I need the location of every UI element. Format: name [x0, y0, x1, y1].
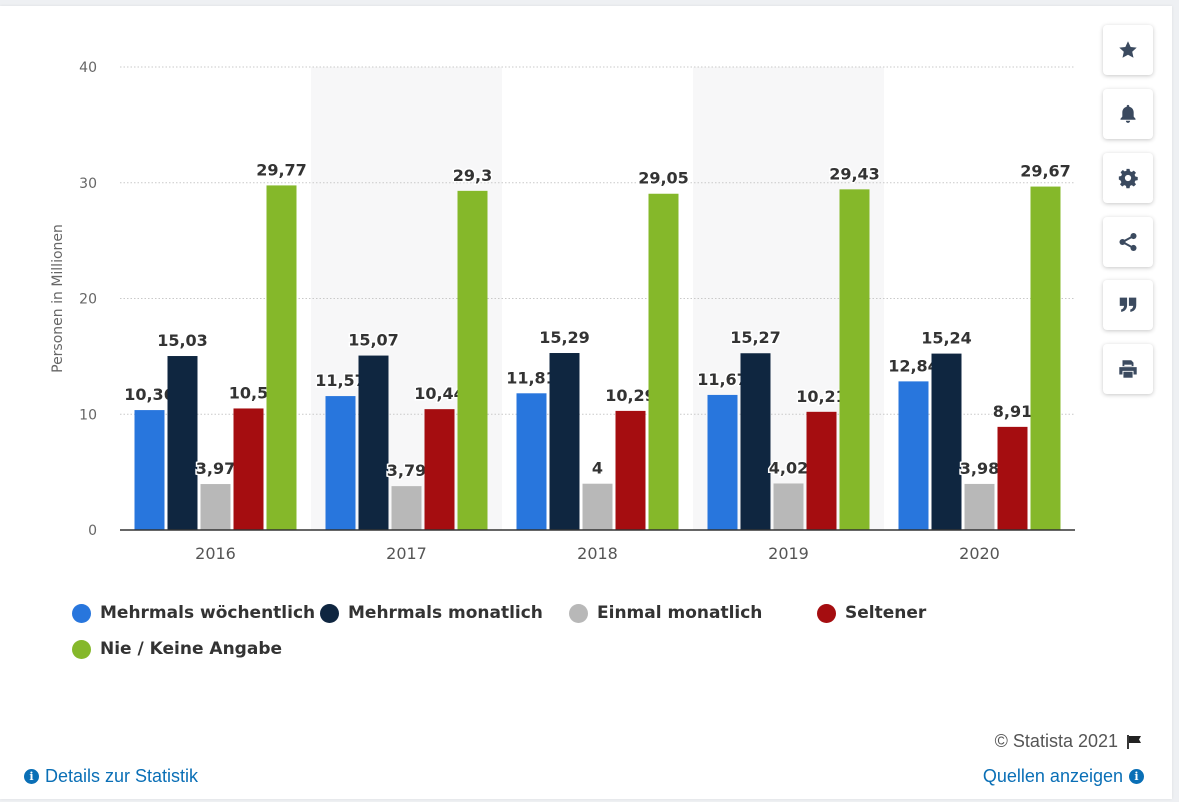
bar: [615, 410, 646, 530]
share-button[interactable]: [1103, 217, 1153, 267]
data-label: 11,57: [315, 371, 366, 390]
legend-item-seltener[interactable]: Seltener: [817, 603, 926, 623]
bar: [200, 484, 231, 530]
data-label: 3,98: [960, 459, 999, 478]
data-label: 10,29: [605, 386, 656, 405]
print-icon: [1119, 360, 1137, 378]
legend-item-mehrmals-monatlich[interactable]: Mehrmals monatlich: [320, 603, 543, 623]
data-label: 11,67: [697, 370, 748, 389]
legend-item-einmal-monatlich[interactable]: Einmal monatlich: [569, 603, 762, 623]
bar: [582, 483, 613, 530]
legend-item-mehrmals-woechentlich[interactable]: Mehrmals wöchentlich: [72, 603, 315, 623]
copyright-text: © Statista 2021: [994, 731, 1118, 751]
data-label: 29,67: [1020, 162, 1071, 181]
data-label: 11,81: [506, 368, 557, 387]
y-tick-label: 0: [88, 523, 97, 539]
gear-icon: [1118, 168, 1138, 189]
details-link[interactable]: i Details zur Statistik: [24, 766, 198, 787]
data-label: 4: [592, 459, 603, 478]
cite-button[interactable]: [1103, 280, 1153, 330]
bar: [707, 394, 738, 530]
x-tick-label: 2020: [959, 544, 1000, 563]
chart-card: 0 10 20 30 40 Personen in Millionen 10,36 15,03…: [0, 6, 1172, 799]
bar: [773, 483, 804, 530]
data-label: 15,03: [157, 331, 208, 350]
legend-label: Nie / Keine Angabe: [100, 639, 283, 659]
legend-label: Einmal monatlich: [597, 603, 763, 623]
y-tick-label: 20: [79, 292, 97, 308]
notification-button[interactable]: [1103, 89, 1153, 139]
legend-dot-icon: [320, 603, 339, 623]
data-label: 10,36: [124, 385, 175, 404]
legend-dot-icon: [569, 603, 588, 623]
bar: [806, 411, 837, 530]
data-label: 12,84: [888, 356, 939, 375]
bar: [997, 426, 1028, 530]
data-label: 29,05: [638, 169, 689, 188]
quote-icon: [1119, 297, 1137, 312]
legend-label: Mehrmals monatlich: [348, 603, 543, 623]
data-label: 4,02: [769, 458, 808, 477]
favorite-button[interactable]: [1103, 25, 1153, 75]
star-icon: [1119, 41, 1137, 58]
data-label: 15,07: [348, 331, 399, 350]
y-tick-label: 10: [79, 407, 97, 423]
data-label: 10,21: [796, 387, 847, 406]
bar: [516, 393, 547, 530]
flag-icon: [1127, 734, 1141, 749]
data-label: 3,97: [196, 459, 235, 478]
bar: [391, 486, 422, 530]
legend-label: Mehrmals wöchentlich: [100, 603, 316, 623]
bar: [266, 185, 297, 531]
y-tick-label: 40: [79, 60, 97, 76]
data-label: 8,91: [993, 402, 1032, 421]
x-tick-label: 2018: [577, 544, 618, 563]
bar-chart: 0 10 20 30 40 Personen in Millionen 10,36 15,03…: [50, 60, 1075, 563]
data-label: 15,24: [921, 329, 972, 348]
bar: [325, 396, 356, 530]
bar: [549, 353, 580, 530]
data-label: 10,44: [414, 384, 465, 403]
share-icon: [1119, 233, 1137, 251]
bar: [358, 355, 389, 530]
data-label: 10,5: [229, 383, 268, 402]
sources-link-label: Quellen anzeigen: [982, 766, 1123, 786]
data-label: 29,43: [829, 164, 880, 183]
legend-dot-icon: [72, 603, 91, 623]
bell-icon: [1120, 104, 1136, 123]
settings-button[interactable]: [1103, 153, 1153, 203]
legend-dot-icon: [817, 603, 836, 623]
bar: [931, 353, 962, 530]
info-icon: i: [1129, 769, 1144, 784]
legend-item-nie-keine-angabe[interactable]: Nie / Keine Angabe: [72, 639, 282, 659]
x-tick-label: 2017: [386, 544, 427, 563]
data-label: 29,77: [256, 160, 307, 179]
bar: [839, 189, 870, 530]
bar: [424, 409, 455, 530]
bar: [1030, 186, 1061, 530]
details-link-label: Details zur Statistik: [45, 766, 199, 786]
legend-dot-icon: [72, 639, 91, 659]
bar: [740, 353, 771, 530]
info-icon: i: [24, 769, 39, 784]
bar: [898, 381, 929, 530]
data-label: 15,29: [539, 328, 590, 347]
legend-label: Seltener: [845, 603, 927, 623]
bar: [167, 356, 198, 530]
print-button[interactable]: [1103, 344, 1153, 394]
y-tick-label: 30: [79, 176, 97, 192]
bar: [964, 483, 995, 530]
data-label: 3,79: [387, 461, 426, 480]
bar: [134, 410, 165, 530]
y-axis-title: Personen in Millionen: [50, 224, 66, 373]
data-label: 15,27: [730, 328, 781, 347]
bar: [233, 408, 264, 530]
data-label: 29,3: [453, 166, 492, 185]
sources-link[interactable]: Quellen anzeigen i: [983, 766, 1144, 787]
x-tick-label: 2016: [195, 544, 236, 563]
copyright: © Statista 2021: [995, 731, 1144, 752]
x-tick-label: 2019: [768, 544, 809, 563]
bar: [648, 193, 679, 530]
bar: [457, 190, 488, 531]
